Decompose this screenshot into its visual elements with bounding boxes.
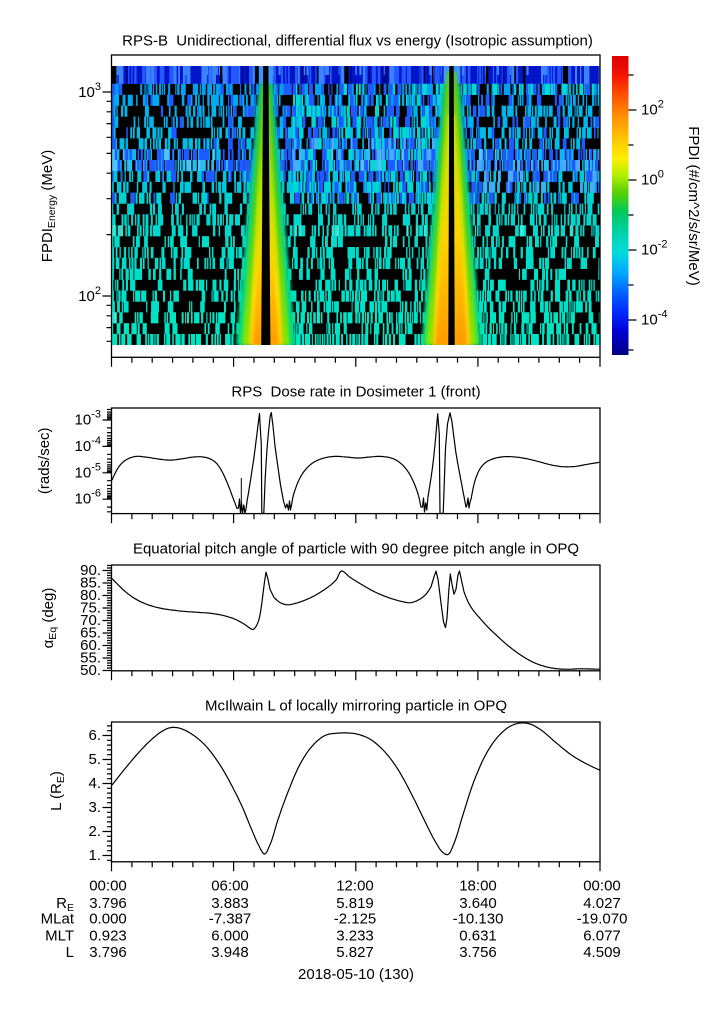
svg-text:3.: 3. — [88, 799, 101, 816]
svg-text:2018-05-10 (130): 2018-05-10 (130) — [298, 966, 414, 983]
svg-text:FPDI (#/cm^2/s/sr/MeV): FPDI (#/cm^2/s/sr/MeV) — [685, 126, 702, 286]
svg-text:4.: 4. — [88, 775, 101, 792]
svg-text:00:00: 00:00 — [583, 878, 621, 895]
svg-text:6.077: 6.077 — [583, 928, 621, 945]
svg-text:90.: 90. — [80, 562, 101, 579]
svg-text:3.640: 3.640 — [459, 895, 497, 912]
svg-text:4.509: 4.509 — [583, 944, 621, 961]
svg-text:5.: 5. — [88, 751, 101, 768]
svg-text:80.: 80. — [80, 587, 101, 604]
svg-text:0.631: 0.631 — [459, 928, 497, 945]
svg-text:Equatorial pitch angle of part: Equatorial pitch angle of particle with … — [133, 541, 579, 558]
svg-text:RPS Dose rate in Dosimeter 1: RPS Dose rate in Dosimeter 1 (front) — [231, 384, 480, 401]
svg-text:-7.387: -7.387 — [209, 911, 252, 928]
svg-text:4.027: 4.027 — [583, 895, 621, 912]
svg-text:60.: 60. — [80, 637, 101, 654]
svg-text:-10.130: -10.130 — [453, 911, 504, 928]
svg-text:3.883: 3.883 — [211, 895, 249, 912]
svg-text:5.827: 5.827 — [336, 944, 374, 961]
svg-text:75.: 75. — [80, 600, 101, 617]
svg-text:12:00: 12:00 — [336, 878, 374, 895]
svg-text:00:00: 00:00 — [89, 878, 127, 895]
svg-text:(rads/sec): (rads/sec) — [36, 427, 53, 494]
svg-text:0.000: 0.000 — [89, 911, 127, 928]
svg-text:-2.125: -2.125 — [334, 911, 377, 928]
svg-text:6.000: 6.000 — [211, 928, 249, 945]
svg-text:3.233: 3.233 — [336, 928, 374, 945]
svg-text:3.948: 3.948 — [211, 944, 249, 961]
svg-text:70.: 70. — [80, 612, 101, 629]
svg-text:L (RE): L (RE) — [48, 771, 67, 811]
svg-text:2.: 2. — [88, 823, 101, 840]
svg-text:-19.070: -19.070 — [577, 911, 628, 928]
svg-text:MLat: MLat — [41, 911, 75, 928]
svg-text:65.: 65. — [80, 625, 101, 642]
svg-text:3.796: 3.796 — [89, 944, 127, 961]
svg-text:3.756: 3.756 — [459, 944, 497, 961]
svg-text:L: L — [66, 944, 74, 961]
svg-text:0.923: 0.923 — [89, 928, 127, 945]
svg-text:McIlwain L of locally mirrorin: McIlwain L of locally mirroring particle… — [205, 698, 507, 715]
svg-text:6.: 6. — [88, 727, 101, 744]
svg-text:RPS-B Unidirectional, differe: RPS-B Unidirectional, differential flux … — [122, 33, 593, 50]
svg-text:MLT: MLT — [45, 928, 74, 945]
svg-text:85.: 85. — [80, 575, 101, 592]
svg-text:55.: 55. — [80, 650, 101, 667]
svg-text:FPDIEnergy (MeV): FPDIEnergy (MeV) — [39, 150, 58, 262]
svg-text:1.: 1. — [88, 847, 101, 864]
svg-text:5.819: 5.819 — [336, 895, 374, 912]
svg-text:3.796: 3.796 — [89, 895, 127, 912]
svg-text:06:00: 06:00 — [211, 878, 249, 895]
svg-text:50.: 50. — [80, 662, 101, 679]
svg-text:18:00: 18:00 — [459, 878, 497, 895]
